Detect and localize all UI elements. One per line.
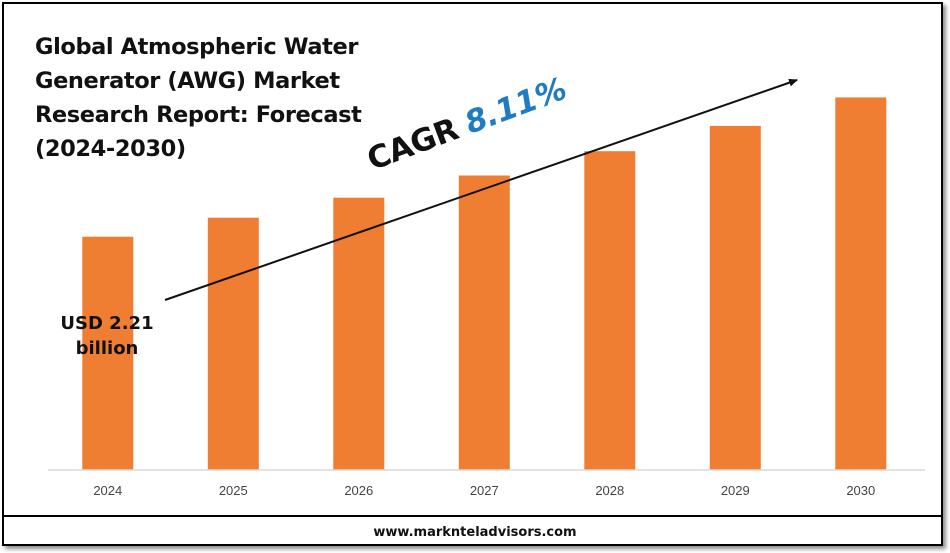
start-value-annotation: USD 2.21 billion [60, 313, 154, 359]
x-tick-label-2026: 2026 [344, 483, 373, 498]
bar-2025 [207, 217, 259, 470]
x-tick-label-2030: 2030 [846, 483, 875, 498]
x-tick-label-2028: 2028 [595, 483, 624, 498]
x-axis-ticks: 2024 2025 2026 2027 2028 2029 2030 [93, 483, 875, 498]
bar-2029 [709, 125, 761, 471]
growth-trend-arrow [164, 78, 798, 301]
x-tick-label-2029: 2029 [721, 483, 750, 498]
chart-title: Global Atmospheric Water Generator (AWG)… [35, 34, 362, 162]
bar-2026 [333, 197, 385, 470]
x-tick-label-2027: 2027 [470, 483, 499, 498]
bar-2028 [584, 151, 636, 470]
x-tick-label-2025: 2025 [219, 483, 248, 498]
x-tick-label-2024: 2024 [93, 483, 122, 498]
bar-2030 [835, 97, 887, 471]
bar-2027 [458, 175, 510, 470]
footer-divider [4, 515, 941, 517]
footer-website: www.marknteladvisors.com [373, 525, 577, 540]
bar-2024 [82, 236, 134, 470]
bar-series [82, 97, 887, 471]
